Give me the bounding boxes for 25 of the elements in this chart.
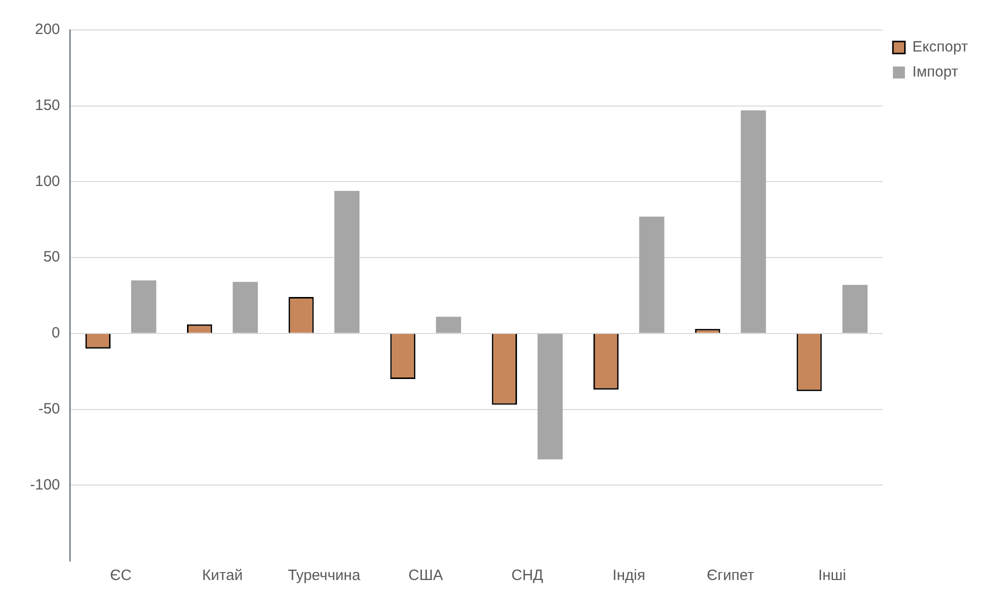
y-tick-label: -100 bbox=[30, 476, 60, 494]
y-tick-label: 50 bbox=[43, 248, 60, 266]
y-tick-label: -50 bbox=[38, 400, 60, 418]
bar bbox=[842, 284, 868, 333]
bar bbox=[538, 334, 563, 460]
bar bbox=[639, 216, 664, 333]
x-tick-label: Індія bbox=[612, 567, 646, 584]
bar bbox=[131, 280, 156, 333]
bar bbox=[334, 190, 360, 333]
x-tick-label: СНД bbox=[511, 567, 544, 584]
bar bbox=[740, 110, 766, 333]
x-tick-label: Китай bbox=[202, 567, 243, 584]
x-tick-label: ЄС bbox=[110, 567, 132, 584]
legend-label: Імпорт bbox=[912, 64, 958, 81]
x-tick-label: Туреччина bbox=[288, 567, 361, 584]
x-tick-label: Єгипет bbox=[706, 567, 754, 584]
bar bbox=[436, 316, 462, 333]
y-tick-label: 0 bbox=[52, 324, 60, 342]
y-tick-label: 150 bbox=[34, 97, 60, 114]
y-tick-label: 200 bbox=[34, 21, 60, 38]
y-tick-label: 100 bbox=[34, 172, 60, 190]
x-tick-label: США bbox=[408, 567, 443, 584]
bar bbox=[232, 282, 258, 333]
legend-label: Експорт bbox=[912, 38, 968, 56]
x-tick-label: Інші bbox=[818, 567, 846, 584]
